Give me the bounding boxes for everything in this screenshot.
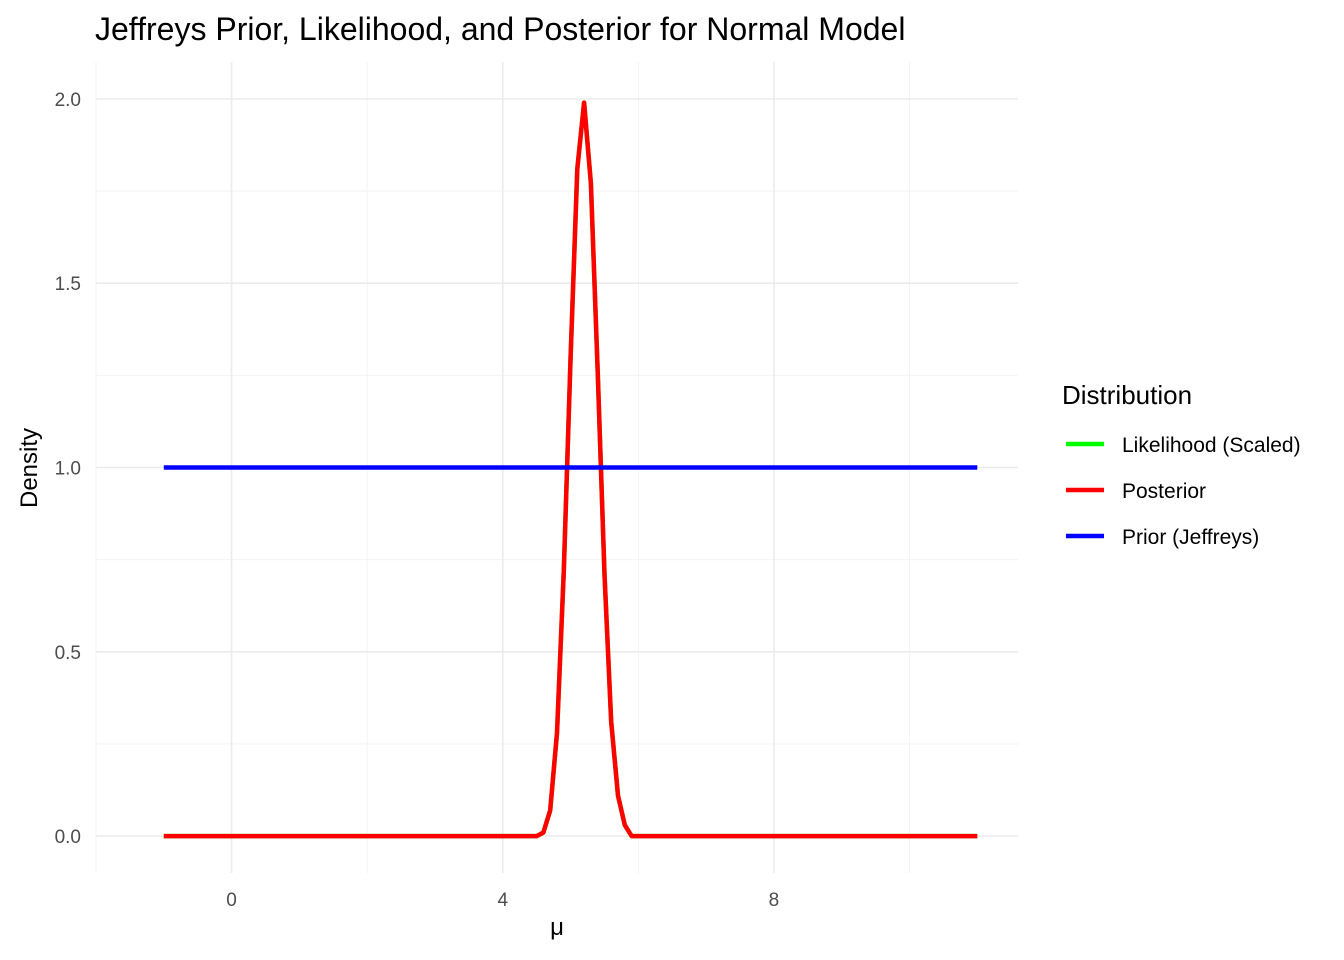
tick-labels: 0 4 8 0.0 0.5 1.0 1.5 2.0 [55,90,780,911]
y-tick-label: 0.5 [55,643,81,664]
series-line-posterior [163,100,978,839]
y-axis-title: Density [16,428,43,508]
y-tick-label: 1.0 [55,459,81,480]
legend-label: Likelihood (Scaled) [1122,434,1301,457]
chart-title: Jeffreys Prior, Likelihood, and Posterio… [95,11,905,47]
x-tick-label: 0 [226,890,237,911]
x-tick-label: 8 [769,890,780,911]
y-tick-label: 1.5 [55,274,81,295]
y-tick-label: 2.0 [55,90,81,111]
legend-label: Posterior [1122,480,1206,503]
y-tick-label: 0.0 [55,827,81,848]
legend-title: Distribution [1062,380,1192,410]
x-tick-label: 4 [497,890,508,911]
x-axis-title: μ [550,914,564,941]
legend: Distribution Likelihood (Scaled) Posterio… [1062,380,1301,549]
series-lines [163,100,978,839]
legend-label: Prior (Jeffreys) [1122,526,1259,549]
